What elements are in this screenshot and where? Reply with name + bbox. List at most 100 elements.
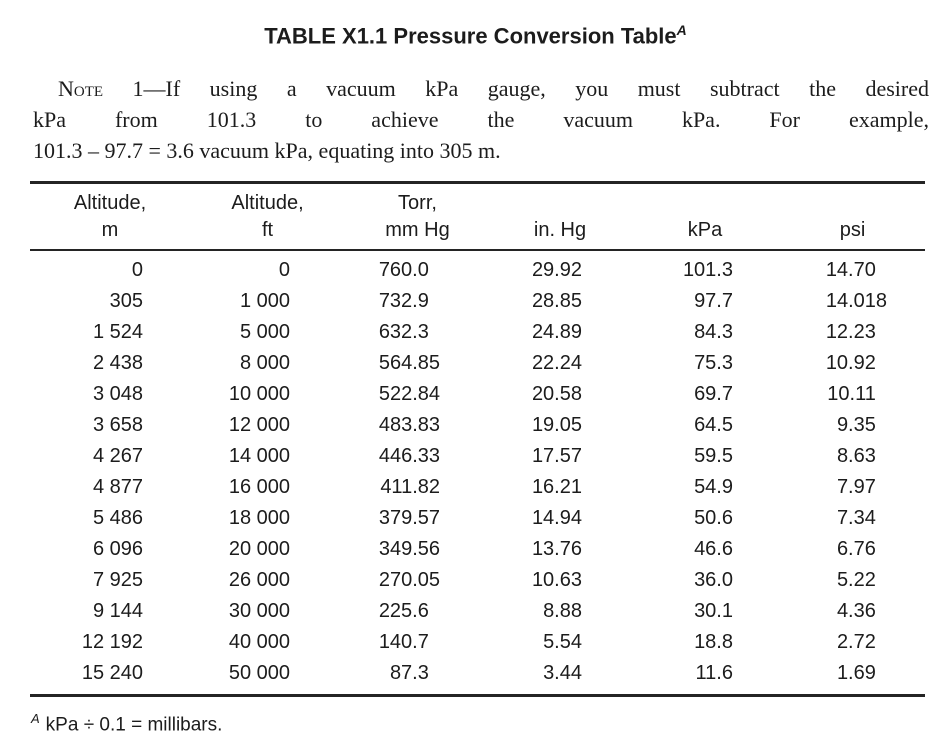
pressure-conversion-table: Altitude, m Altitude, ft Torr, mm Hg in.… xyxy=(30,181,925,698)
table-cell: 16 000 xyxy=(228,476,290,499)
table-cell: 18 000 xyxy=(228,507,290,530)
table-row: 4 877 16 000 411.82 16.21 54.9 7.970 xyxy=(30,472,925,503)
table-row: 15 240 50 000 87.30 3.44 11.6 1.690 xyxy=(30,658,925,696)
table-row: 12 192 40 000 140.70 5.54 18.8 2.720 xyxy=(30,627,925,658)
table-cell: 9.350 xyxy=(836,414,876,437)
table-cell: 50.6 xyxy=(694,507,733,530)
note-line-1: Note 1—If using a vacuum kPa gauge, you … xyxy=(33,73,929,104)
table-cell: 26 000 xyxy=(228,569,290,592)
table-cell: 0 xyxy=(131,259,143,282)
col-header-line: psi xyxy=(839,219,866,242)
table-cell: 97.7 xyxy=(694,290,733,313)
table-cell: 16.21 xyxy=(531,476,582,499)
table-cell: 30 000 xyxy=(228,600,290,623)
table-cell: 20 000 xyxy=(228,538,290,561)
note-paragraph: Note 1—If using a vacuum kPa gauge, you … xyxy=(33,73,929,166)
note-label: Note xyxy=(58,76,104,102)
table-row: 1 524 5 000 632.30 24.89 84.3 12.230 xyxy=(30,317,925,348)
col-header-kpa: kPa xyxy=(630,182,780,252)
col-header-torr-mmhg: Torr, mm Hg xyxy=(345,182,490,252)
table-cell: 483.83 xyxy=(378,414,440,437)
table-cell: 54.9 xyxy=(694,476,733,499)
table-cell: 10.920 xyxy=(825,352,876,375)
table-cell: 5.220 xyxy=(836,569,876,592)
table-cell: 101.3 xyxy=(682,259,733,282)
col-header-line: Altitude, xyxy=(73,192,147,215)
table-cell: 760.00 xyxy=(378,259,429,282)
note-line-2: kPa from 101.3 to achieve the vacuum kPa… xyxy=(33,107,929,133)
table-cell: 732.90 xyxy=(378,290,429,313)
table-cell: 3 048 xyxy=(92,383,143,406)
table-cell: 19.05 xyxy=(531,414,582,437)
table-cell: 30.1 xyxy=(694,600,733,623)
col-header-line: in. Hg xyxy=(533,219,587,242)
table-cell: 28.85 xyxy=(531,290,582,313)
table-cell: 0 xyxy=(278,259,290,282)
table-header: Altitude, m Altitude, ft Torr, mm Hg in.… xyxy=(30,182,925,252)
table-cell: 4 267 xyxy=(92,445,143,468)
table-cell: 29.92 xyxy=(531,259,582,282)
table-cell: 11.6 xyxy=(695,662,733,685)
table-body: 0 0 760.00 29.92 101.3 14.700 305 1 000 732.90 28… xyxy=(30,250,925,696)
table-cell: 14.94 xyxy=(531,507,582,530)
table-row: 3 658 12 000 483.83 19.05 64.5 9.350 xyxy=(30,410,925,441)
col-header-line: kPa xyxy=(687,219,723,242)
table-cell: 349.56 xyxy=(378,538,440,561)
table-row: 7 925 26 000 270.05 10.63 36.0 5.220 xyxy=(30,565,925,596)
table-row: 6 096 20 000 349.56 13.76 46.6 6.760 xyxy=(30,534,925,565)
table-cell: 4 877 xyxy=(92,476,143,499)
table-cell: 14.018 xyxy=(825,290,887,313)
table-cell: 18.8 xyxy=(694,631,733,654)
table-cell: 6.760 xyxy=(836,538,876,561)
table-cell: 10.110 xyxy=(827,383,876,406)
table-cell: 7 925 xyxy=(92,569,143,592)
table-cell: 5.54 xyxy=(543,631,582,654)
table-cell: 5 486 xyxy=(92,507,143,530)
table-cell: 12.230 xyxy=(825,321,876,344)
table-cell: 17.57 xyxy=(531,445,582,468)
col-header-line: Altitude, xyxy=(231,192,304,215)
col-header-in-hg: in. Hg xyxy=(490,182,630,252)
table-cell: 12 192 xyxy=(81,631,143,654)
table-cell: 522.84 xyxy=(378,383,440,406)
table-cell: 22.24 xyxy=(531,352,582,375)
table-cell: 270.05 xyxy=(378,569,440,592)
table-cell: 84.3 xyxy=(694,321,733,344)
table-row: 9 144 30 000 225.60 8.88 30.1 4.360 xyxy=(30,596,925,627)
table-cell: 15 240 xyxy=(81,662,143,685)
table-cell: 446.33 xyxy=(378,445,440,468)
table-cell: 8.88 xyxy=(543,600,582,623)
table-cell: 411.82 xyxy=(380,476,440,499)
table-cell: 14 000 xyxy=(228,445,290,468)
table-cell: 10.63 xyxy=(531,569,582,592)
table-cell: 20.58 xyxy=(531,383,582,406)
table-cell: 8 000 xyxy=(239,352,290,375)
table-cell: 9 144 xyxy=(92,600,143,623)
table-cell: 5 000 xyxy=(239,321,290,344)
note-line-3: 101.3 – 97.7 = 3.6 vacuum kPa, equating … xyxy=(33,138,501,164)
table-row: 2 438 8 000 564.85 22.24 75.3 10.920 xyxy=(30,348,925,379)
col-header-psi: psi xyxy=(780,182,925,252)
col-header-line: ft xyxy=(261,219,274,242)
table-cell: 59.5 xyxy=(694,445,733,468)
note-line-1-text: 1—If using a vacuum kPa gauge, you must … xyxy=(103,76,929,102)
table-cell: 7.970 xyxy=(836,476,876,499)
table-cell: 69.7 xyxy=(694,383,733,406)
table-cell: 46.6 xyxy=(694,538,733,561)
table-cell: 1.690 xyxy=(836,662,876,685)
table-cell: 3.44 xyxy=(543,662,582,685)
table-cell: 12 000 xyxy=(228,414,290,437)
table-row: 0 0 760.00 29.92 101.3 14.700 xyxy=(30,250,925,286)
col-header-line: Torr, xyxy=(398,192,437,215)
table-cell: 2.720 xyxy=(836,631,876,654)
table-cell: 36.0 xyxy=(694,569,733,592)
table-row: 305 1 000 732.90 28.85 97.7 14.018 xyxy=(30,286,925,317)
title-footnote-reference: A xyxy=(676,22,687,38)
table-cell: 64.5 xyxy=(694,414,733,437)
table-cell: 14.700 xyxy=(825,259,876,282)
table-cell: 24.89 xyxy=(531,321,582,344)
col-header-altitude-m: Altitude, m xyxy=(30,182,190,252)
table-cell: 4.360 xyxy=(836,600,876,623)
table-cell: 225.60 xyxy=(378,600,429,623)
